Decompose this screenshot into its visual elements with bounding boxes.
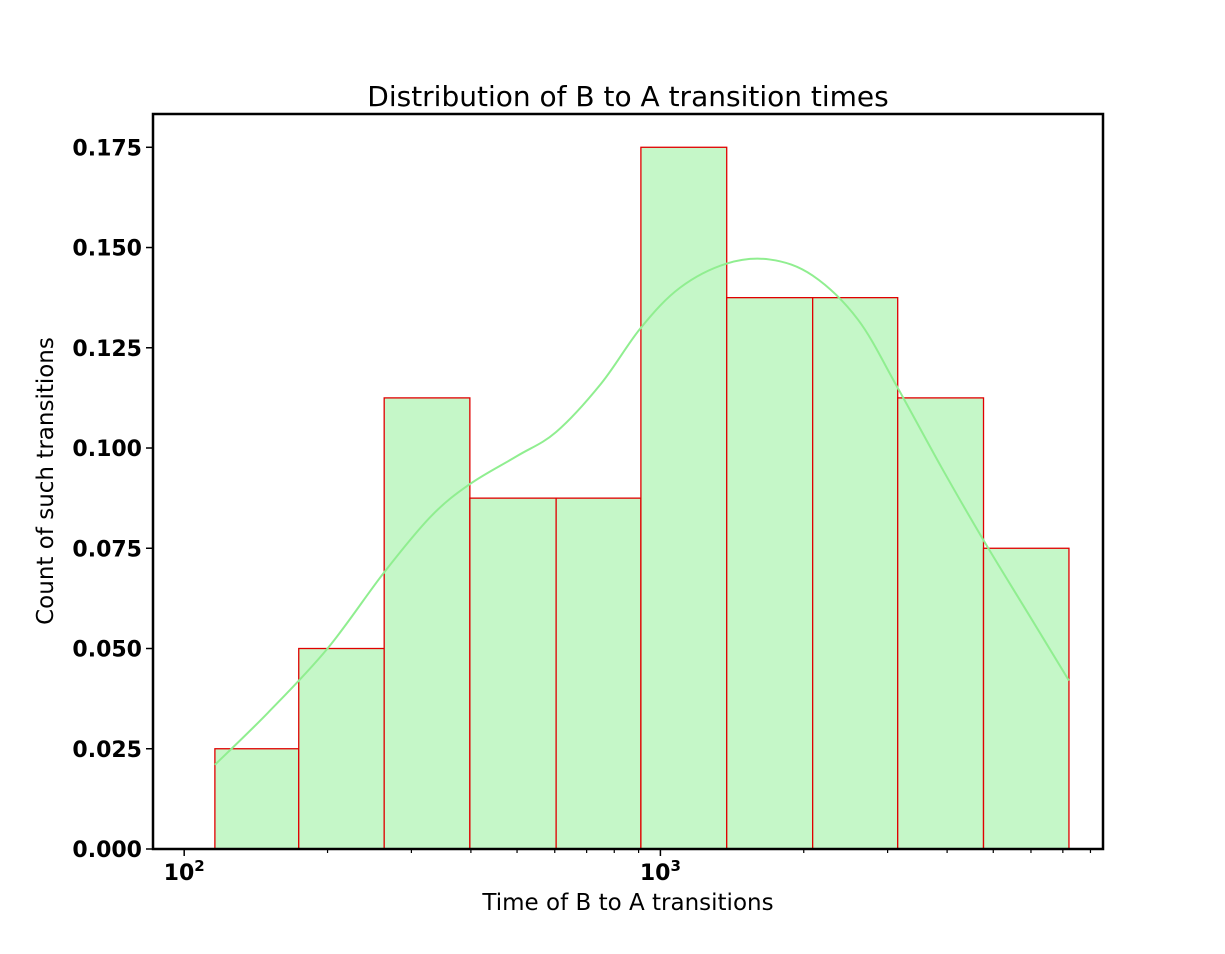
y-tick-label: 0.100 — [72, 437, 142, 462]
chart-title: Distribution of B to A transition times — [367, 80, 888, 113]
histogram-bar-10 — [984, 548, 1069, 849]
x-tick-label: 103 — [640, 857, 681, 886]
y-tick-label: 0.150 — [72, 237, 142, 262]
x-tick-label: 102 — [164, 857, 205, 886]
histogram-bar-7 — [727, 298, 813, 849]
histogram-bar-8 — [813, 298, 898, 849]
y-axis: 0.000 0.025 0.050 0.075 0.100 0.125 0.150 0.175 — [72, 136, 153, 863]
histogram-bar-1 — [215, 749, 299, 849]
y-tick-label: 0.050 — [72, 638, 142, 663]
histogram-bar-2 — [299, 649, 384, 849]
histogram-bar-6 — [641, 147, 727, 849]
x-axis-label: Time of B to A transitions — [481, 890, 773, 916]
histogram-bar-3 — [384, 398, 470, 849]
y-tick-label: 0.125 — [72, 337, 142, 362]
y-tick-label: 0.175 — [72, 136, 142, 161]
histogram-bar-5 — [556, 498, 641, 849]
y-tick-label: 0.025 — [72, 738, 142, 763]
histogram-bar-4 — [470, 498, 556, 849]
bars-layer — [215, 147, 1069, 849]
x-axis: 102 103 — [164, 849, 1091, 886]
y-tick-label: 0.075 — [72, 537, 142, 562]
y-tick-label: 0.000 — [72, 838, 142, 863]
y-axis-label: Count of such transitions — [33, 337, 59, 625]
